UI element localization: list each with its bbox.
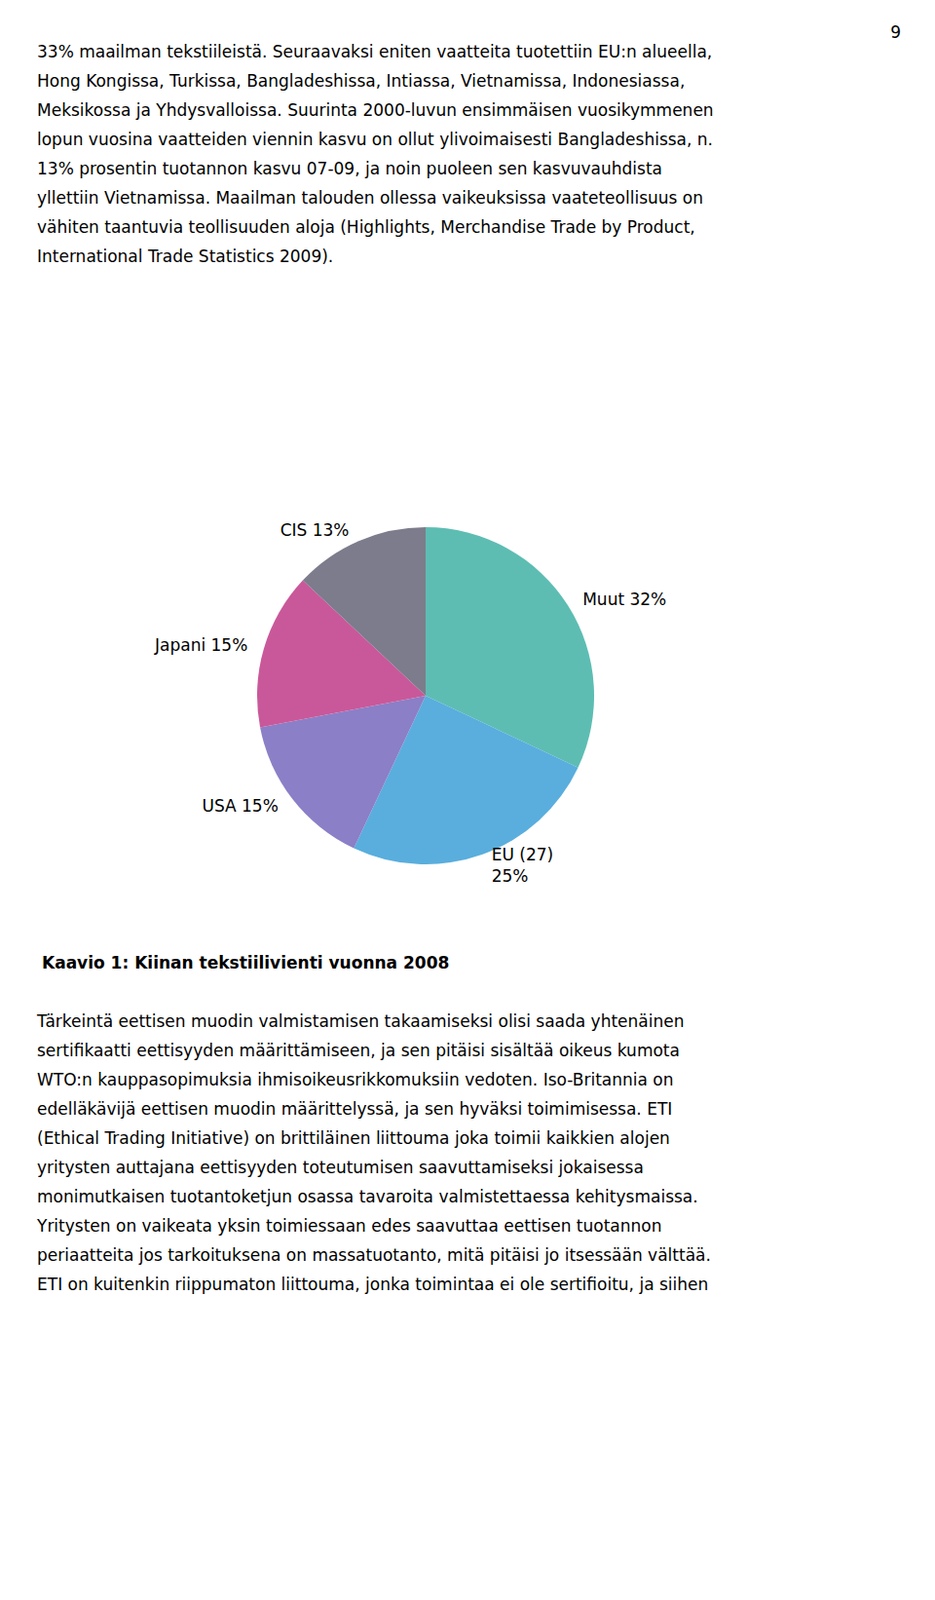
- svg-text:Yritysten on vaikeata yksin to: Yritysten on vaikeata yksin toimiessaan …: [36, 1215, 662, 1235]
- svg-text:Meksikossa ja Yhdysvalloissa.: Meksikossa ja Yhdysvalloissa. Suurinta 2…: [37, 100, 714, 120]
- svg-text:vähiten taantuvia teollisuuden: vähiten taantuvia teollisuuden aloja (Hi…: [37, 217, 696, 237]
- svg-text:9: 9: [890, 22, 901, 42]
- svg-text:periaatteita jos tarkoituksena: periaatteita jos tarkoituksena on massat…: [37, 1244, 711, 1265]
- svg-text:Japani 15%: Japani 15%: [153, 635, 248, 655]
- svg-text:EU (27): EU (27): [491, 844, 554, 864]
- svg-text:yllettiin Vietnamissa. Maailma: yllettiin Vietnamissa. Maailman talouden…: [37, 187, 704, 208]
- svg-text:25%: 25%: [491, 865, 529, 886]
- svg-text:lopun vuosina vaatteiden vienn: lopun vuosina vaatteiden viennin kasvu o…: [37, 129, 713, 150]
- svg-text:edelläkävijä eettisen muodin m: edelläkävijä eettisen muodin määrittelys…: [37, 1098, 673, 1119]
- svg-text:Kaavio 1: Kiinan tekstiilivien: Kaavio 1: Kiinan tekstiilivienti vuonna …: [41, 952, 449, 973]
- svg-text:13% prosentin tuotannon kasvu: 13% prosentin tuotannon kasvu 07-09, ja …: [37, 158, 663, 179]
- svg-text:ETI on kuitenkin riippumaton l: ETI on kuitenkin riippumaton liittouma, …: [37, 1273, 709, 1294]
- svg-text:yritysten auttajana eettisyyde: yritysten auttajana eettisyyden toteutum…: [37, 1157, 644, 1177]
- svg-text:CIS 13%: CIS 13%: [280, 520, 350, 540]
- svg-text:(Ethical Trading Initiative) o: (Ethical Trading Initiative) on brittilä…: [37, 1127, 671, 1148]
- svg-text:Muut 32%: Muut 32%: [582, 589, 667, 609]
- svg-text:sertifikaatti eettisyyden määr: sertifikaatti eettisyyden määrittämiseen…: [37, 1040, 680, 1060]
- svg-text:33% maailman tekstiileistä. Se: 33% maailman tekstiileistä. Seuraavaksi …: [37, 41, 712, 62]
- svg-text:monimutkaisen tuotantoketjun o: monimutkaisen tuotantoketjun osassa tava…: [37, 1186, 699, 1206]
- svg-text:Tärkeintä eettisen muodin valm: Tärkeintä eettisen muodin valmistamisen …: [36, 1010, 685, 1031]
- svg-text:USA 15%: USA 15%: [201, 795, 278, 816]
- svg-text:International Trade Statistics: International Trade Statistics 2009).: [37, 246, 334, 266]
- svg-text:Hong Kongissa, Turkissa, Bangl: Hong Kongissa, Turkissa, Bangladeshissa,…: [37, 71, 685, 91]
- svg-text:WTO:n kauppasopimuksia ihmisoi: WTO:n kauppasopimuksia ihmisoikeusrikkom…: [37, 1069, 674, 1089]
